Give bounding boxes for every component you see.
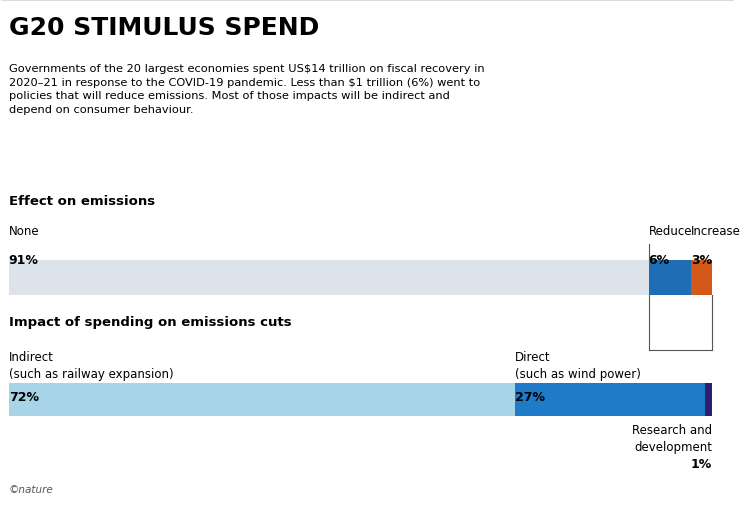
Text: 72%: 72% — [9, 390, 39, 403]
FancyBboxPatch shape — [691, 260, 712, 295]
FancyBboxPatch shape — [9, 260, 649, 295]
FancyBboxPatch shape — [649, 260, 691, 295]
Text: None: None — [9, 225, 39, 238]
Text: Impact of spending on emissions cuts: Impact of spending on emissions cuts — [9, 315, 291, 328]
Text: Indirect
(such as railway expansion): Indirect (such as railway expansion) — [9, 350, 173, 380]
Text: Direct
(such as wind power): Direct (such as wind power) — [515, 350, 641, 380]
Text: Reduce: Reduce — [649, 225, 692, 238]
Text: 6%: 6% — [649, 254, 670, 267]
Text: 27%: 27% — [515, 390, 545, 403]
Text: 91%: 91% — [9, 254, 38, 267]
Text: G20 STIMULUS SPEND: G20 STIMULUS SPEND — [9, 17, 319, 40]
FancyBboxPatch shape — [515, 383, 705, 416]
Text: ©nature: ©nature — [9, 484, 53, 493]
Text: Increase: Increase — [691, 225, 740, 238]
Text: Governments of the 20 largest economies spent US$14 trillion on fiscal recovery : Governments of the 20 largest economies … — [9, 64, 484, 115]
Text: 3%: 3% — [691, 254, 712, 267]
Text: 1%: 1% — [691, 457, 712, 470]
Text: Effect on emissions: Effect on emissions — [9, 195, 155, 208]
FancyBboxPatch shape — [705, 383, 712, 416]
FancyBboxPatch shape — [9, 383, 515, 416]
Text: Research and
development: Research and development — [632, 423, 712, 452]
